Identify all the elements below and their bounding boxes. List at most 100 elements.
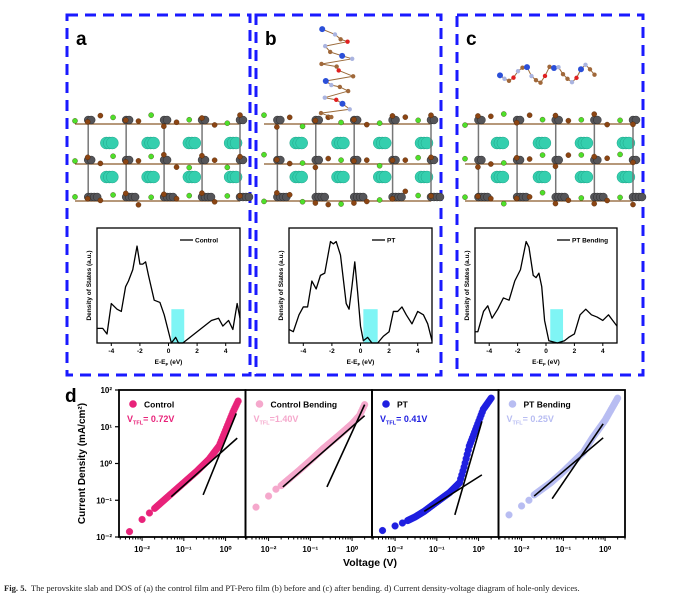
x-axis-label: E-EF (eV) xyxy=(155,359,183,367)
bond xyxy=(321,63,337,68)
fit-line xyxy=(551,423,604,500)
halide-atom xyxy=(274,190,280,196)
x-tick-label: 0 xyxy=(544,348,548,355)
halide-atom xyxy=(591,200,597,207)
cl-atom xyxy=(539,189,546,196)
halide-atom xyxy=(604,155,610,162)
cs-atom xyxy=(420,170,434,184)
cs-atom xyxy=(188,170,202,184)
halide-atom xyxy=(364,198,370,205)
cl-atom xyxy=(186,192,192,199)
cl-atom xyxy=(148,112,154,118)
halide-atom xyxy=(84,119,91,125)
molecule-atom xyxy=(560,71,566,77)
cl-atom xyxy=(72,158,78,164)
x-tick-label: 10⁻² xyxy=(387,545,403,554)
cl-atom xyxy=(376,120,383,126)
halide-atom xyxy=(123,190,129,197)
data-point xyxy=(234,397,242,405)
fit-line xyxy=(282,415,366,488)
halide-atom xyxy=(325,201,331,208)
cs-atom xyxy=(538,136,552,150)
caption-text: The perovskite slab and DOS of (a) the c… xyxy=(30,583,580,593)
cs-atom xyxy=(538,170,552,184)
panel-a: a -4 -2 0 2 4 E-EF (eV) Density of States (a.u.… xyxy=(65,13,254,377)
x-axis-label-unit: (eV) xyxy=(360,359,374,366)
cl-atom xyxy=(617,117,623,124)
legend-marker xyxy=(255,400,264,408)
halide-atom xyxy=(428,154,434,161)
band-gap-highlight xyxy=(171,309,185,343)
halide-atom xyxy=(475,193,481,200)
figure-caption: Fig. 5. The perovskite slab and DOS of (… xyxy=(4,583,696,593)
cl-atom xyxy=(501,160,507,166)
molecule-atom xyxy=(524,64,530,71)
bond xyxy=(324,90,349,99)
bond xyxy=(325,41,348,47)
y-axis-label: Density of States (a.u.) xyxy=(278,250,285,320)
molecule-atom xyxy=(565,76,570,81)
data-point xyxy=(252,503,260,511)
dos-chart: -4 -2 0 2 4 E-EF (eV) Density of States (a.u.)… xyxy=(464,227,618,367)
molecule-atom xyxy=(338,37,343,42)
halide-atom xyxy=(565,152,572,158)
molecule-atom xyxy=(336,68,341,73)
pb-atom xyxy=(162,115,172,125)
halide-atom xyxy=(488,161,494,167)
x-tick-label: 10⁻¹ xyxy=(176,545,192,554)
halide-atom xyxy=(552,163,559,170)
cl-atom xyxy=(578,195,585,201)
vtfl-subscript: TFL xyxy=(260,421,271,427)
cl-atom xyxy=(261,151,267,158)
halide-atom xyxy=(199,115,205,121)
dos-curve xyxy=(288,240,433,344)
halide-atom xyxy=(488,195,494,202)
x-axis-label-sub: F xyxy=(166,362,169,367)
molecule-atom xyxy=(337,84,343,90)
caption-label: Fig. 5. xyxy=(4,583,27,593)
molecule-atom xyxy=(322,43,328,49)
cl-atom xyxy=(261,112,267,118)
halide-atom xyxy=(402,188,409,195)
legend-marker xyxy=(129,400,137,408)
cl-atom xyxy=(186,164,192,171)
halide-atom xyxy=(475,164,481,170)
x-axis-label: E-EF (eV) xyxy=(532,359,560,367)
vtfl-symbol: V xyxy=(127,414,133,424)
cl-atom xyxy=(462,194,468,200)
cl-atom xyxy=(539,152,546,158)
pb-atom xyxy=(593,115,602,125)
molecule-atom xyxy=(345,88,351,94)
x-tick-label: -4 xyxy=(108,348,114,355)
molecule-atom xyxy=(547,64,552,69)
data-point xyxy=(505,511,513,519)
panel-label: d xyxy=(65,386,77,407)
data-point xyxy=(487,394,495,402)
cs-atom xyxy=(147,136,160,150)
x-tick-label: 2 xyxy=(195,348,199,355)
vtfl-value: = 0.25V xyxy=(523,414,554,424)
cl-atom xyxy=(72,118,78,124)
cl-atom xyxy=(148,153,154,160)
vtfl-value: = 0.72V xyxy=(143,414,174,424)
halide-atom xyxy=(135,158,142,164)
halide-atom xyxy=(173,119,180,126)
halide-atom xyxy=(351,200,357,206)
vtfl-label: VTFL= 0.25V xyxy=(507,414,554,427)
panel-c: c -4 -2 0 2 4 E-EF (eV) Density of States (a.u.… xyxy=(455,13,647,377)
dos-chart: -4 -2 0 2 4 E-EF (eV) Density of States (a.u.)… xyxy=(86,227,241,367)
molecule-atom xyxy=(319,61,324,67)
perovskite-slab-structure xyxy=(462,111,647,208)
cs-atom xyxy=(229,136,243,150)
halide-atom xyxy=(237,193,243,199)
halide-atom xyxy=(488,113,494,120)
pb-atom xyxy=(320,192,329,202)
perovskite-slab-structure xyxy=(72,112,254,208)
cl-atom xyxy=(72,194,78,200)
cl-atom xyxy=(338,157,344,163)
x-axis-label-sub: F xyxy=(358,362,361,367)
halide-atom xyxy=(286,114,293,121)
fit-line xyxy=(170,437,238,498)
x-axis-label: Voltage (V) xyxy=(343,557,397,569)
pb-atom xyxy=(244,192,254,202)
